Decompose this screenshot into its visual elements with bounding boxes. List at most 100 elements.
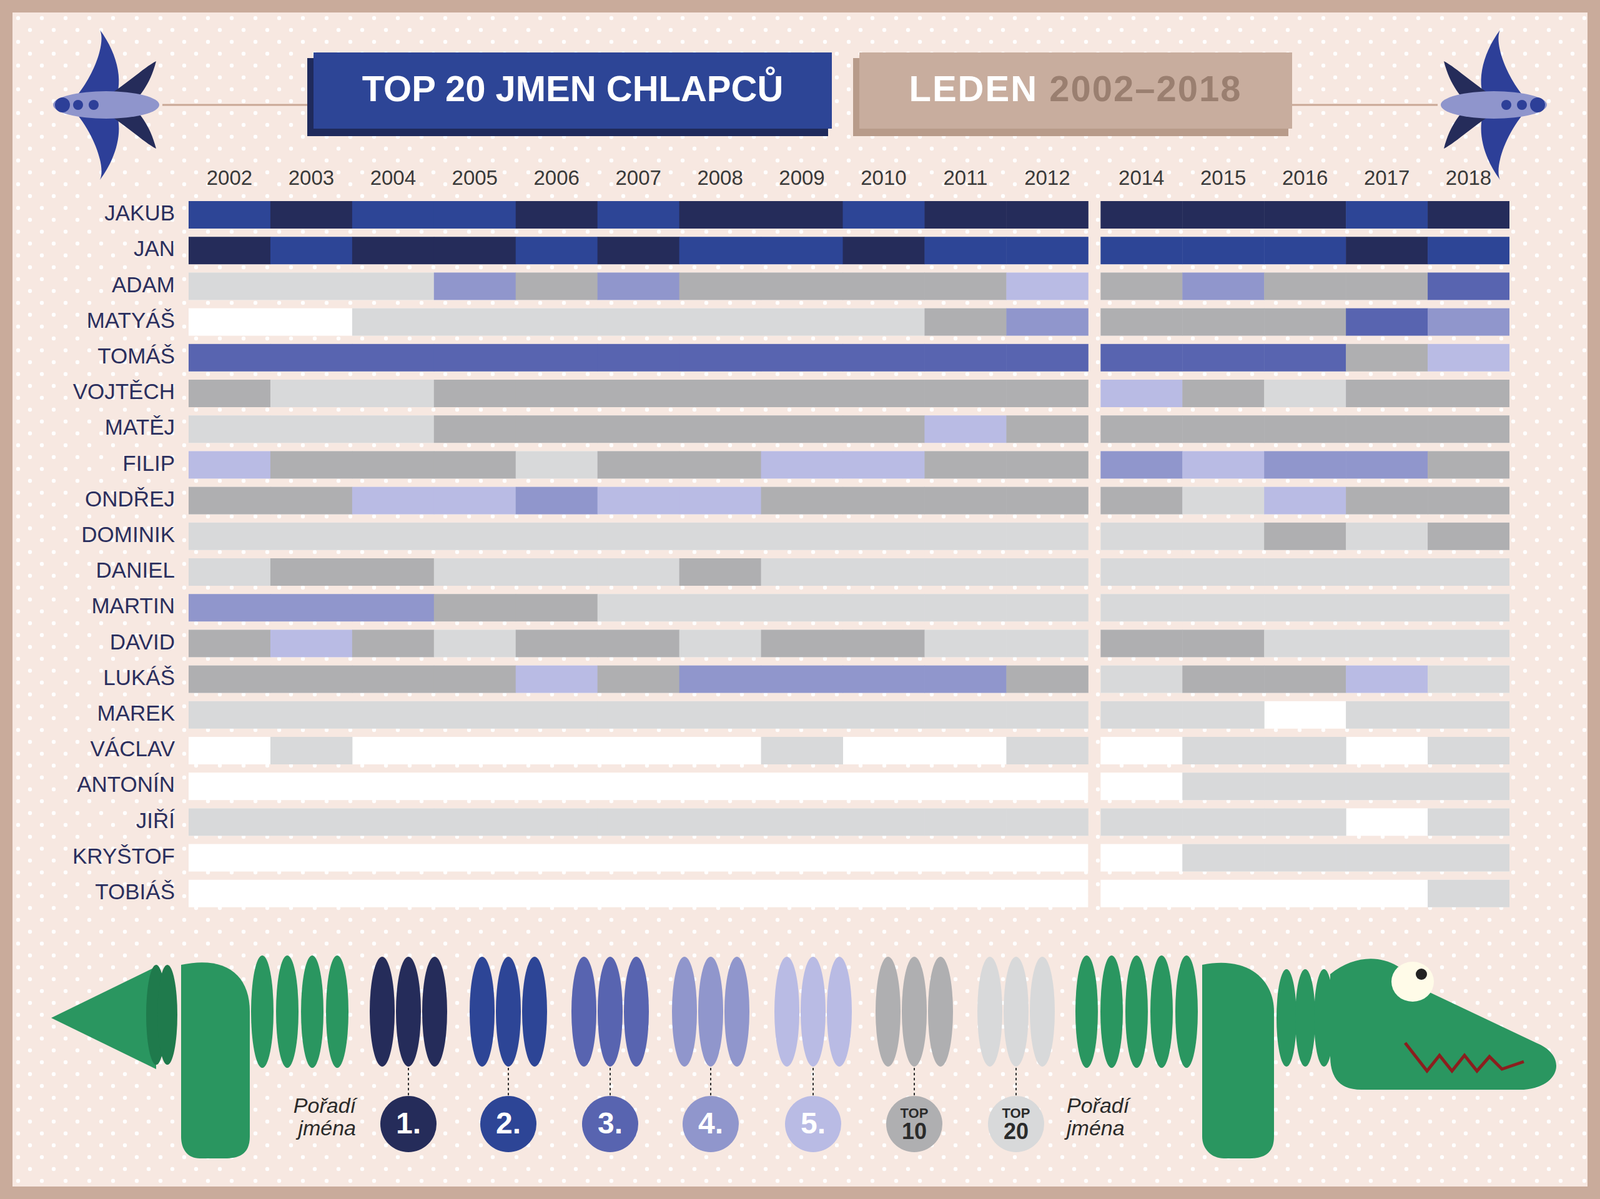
cell — [761, 522, 844, 551]
x-tick-label: 2015 — [1200, 166, 1246, 190]
row-background — [188, 701, 1088, 729]
cell — [597, 629, 680, 657]
cell — [270, 236, 353, 265]
legend-connector — [609, 1067, 611, 1097]
cell — [924, 558, 1007, 586]
cell — [1345, 308, 1428, 336]
cell — [924, 701, 1007, 729]
cell — [679, 665, 762, 694]
legend-title: Pořadíjména — [293, 1093, 359, 1140]
cell — [679, 415, 762, 443]
cell — [1264, 736, 1346, 765]
legend-badge — [380, 1096, 437, 1153]
legend-label: TOP20 — [1002, 1105, 1031, 1145]
cell — [1427, 272, 1510, 300]
cell — [761, 629, 844, 657]
legend-swatch — [1003, 956, 1029, 1067]
cell — [515, 344, 598, 372]
x-tick-label: 2007 — [615, 166, 661, 190]
cell — [679, 522, 762, 551]
cell — [1006, 236, 1088, 265]
cell — [843, 379, 925, 408]
cell — [1427, 808, 1510, 836]
row-background — [188, 736, 1088, 765]
cell — [270, 736, 353, 765]
cell — [1345, 522, 1428, 551]
cell — [352, 236, 435, 265]
cell — [597, 379, 680, 408]
x-tick-label: 2016 — [1282, 166, 1328, 190]
y-tick-label: ADAM — [111, 272, 175, 297]
cell — [352, 665, 435, 694]
cell — [761, 344, 844, 372]
legend: 1.2.3.4.5.TOP10TOP20PořadíjménaPořadíjmé… — [293, 956, 1132, 1153]
cell — [843, 808, 925, 836]
cell — [1427, 236, 1510, 265]
legend-label: 2. — [495, 1106, 521, 1140]
legend-label: 4. — [698, 1106, 724, 1140]
cell — [434, 593, 516, 622]
cell — [1100, 522, 1183, 551]
cell — [1006, 701, 1088, 729]
cell — [1006, 272, 1088, 300]
cell — [597, 808, 680, 836]
legend-item: TOP10 — [875, 956, 954, 1153]
cell — [597, 665, 680, 694]
cell — [270, 272, 353, 300]
cell — [1182, 593, 1265, 622]
cell — [1264, 487, 1346, 515]
cell — [924, 272, 1007, 300]
legend-item: 4. — [671, 956, 750, 1153]
row-background — [188, 201, 1088, 229]
legend-swatch — [469, 956, 495, 1067]
legend-connector — [710, 1067, 712, 1097]
legend-label: 3. — [597, 1106, 623, 1140]
cell — [515, 272, 598, 300]
cell — [352, 487, 435, 515]
cell — [1100, 308, 1183, 336]
cell — [1182, 415, 1265, 443]
cell — [761, 558, 844, 586]
cell — [515, 450, 598, 479]
cell — [761, 236, 844, 265]
cell — [352, 201, 435, 229]
cell — [1182, 629, 1265, 657]
cell — [1264, 665, 1346, 694]
subtitle-box — [859, 52, 1293, 129]
cell — [515, 379, 598, 408]
cell — [1182, 344, 1265, 372]
row-background — [1100, 629, 1510, 657]
y-tick-label: MATĚJ — [104, 414, 175, 440]
x-tick-label: 2018 — [1445, 166, 1492, 190]
row-background — [1100, 201, 1510, 229]
cell — [597, 236, 680, 265]
row-background — [188, 450, 1088, 479]
legend-swatch — [422, 956, 448, 1067]
cell — [188, 665, 271, 694]
y-tick-label: KRYŠTOF — [72, 843, 175, 869]
cell — [679, 558, 762, 586]
cell — [843, 665, 925, 694]
cell — [352, 629, 435, 657]
legend-swatch — [1029, 956, 1055, 1067]
cell — [1100, 629, 1183, 657]
cell — [515, 665, 598, 694]
legend-swatch — [597, 956, 623, 1067]
legend-swatch — [901, 956, 927, 1067]
y-tick-label: MARTIN — [91, 593, 175, 618]
cell — [434, 558, 516, 586]
cell — [1264, 593, 1346, 622]
cell — [843, 272, 925, 300]
cell — [1427, 844, 1510, 872]
legend-badge — [682, 1096, 739, 1153]
cell — [1006, 736, 1088, 765]
row-background — [1100, 272, 1510, 300]
row-background — [1100, 593, 1510, 622]
x-tick-label: 2005 — [452, 166, 498, 190]
legend-connector — [407, 1067, 410, 1097]
cell — [761, 379, 844, 408]
cell — [1345, 201, 1428, 229]
legend-item: 1. — [369, 956, 448, 1153]
legend-swatch — [928, 956, 954, 1067]
y-tick-label: DAVID — [109, 629, 175, 654]
